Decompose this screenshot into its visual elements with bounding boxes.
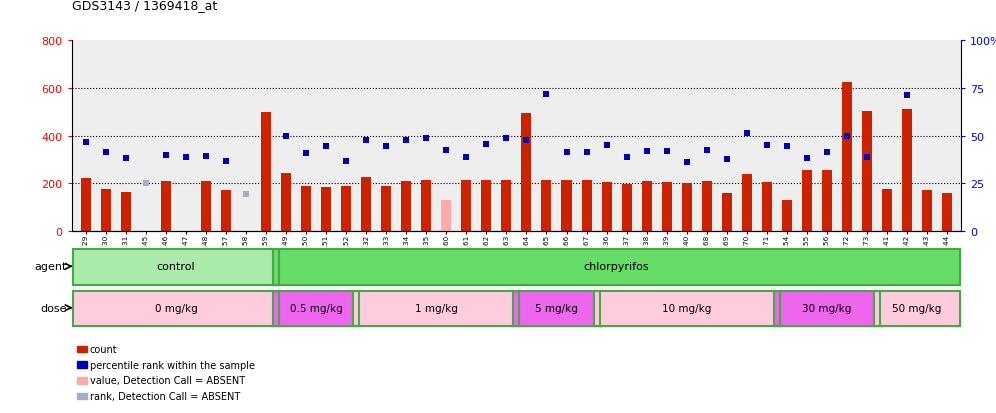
Text: chlorpyrifos: chlorpyrifos <box>584 262 649 272</box>
Bar <box>874 291 960 326</box>
Text: dose: dose <box>40 303 67 313</box>
Text: count: count <box>90 344 118 354</box>
Bar <box>273 291 360 326</box>
Bar <box>381 186 391 231</box>
Bar <box>81 179 91 231</box>
Bar <box>942 193 952 231</box>
Text: control: control <box>156 262 195 272</box>
Bar <box>782 200 792 231</box>
Text: 0.5 mg/kg: 0.5 mg/kg <box>290 303 343 313</box>
Bar <box>762 183 772 231</box>
Text: 10 mg/kg: 10 mg/kg <box>662 303 711 313</box>
Bar <box>842 83 852 231</box>
Bar <box>421 180 431 231</box>
Bar <box>622 185 631 231</box>
Bar <box>481 180 491 231</box>
Bar <box>121 192 130 231</box>
Bar <box>822 171 832 231</box>
Bar <box>513 291 600 326</box>
Bar <box>461 180 471 231</box>
Bar <box>321 188 331 231</box>
Bar <box>722 193 732 231</box>
Bar <box>73 291 279 326</box>
Text: GDS3143 / 1369418_at: GDS3143 / 1369418_at <box>72 0 217 12</box>
Bar <box>501 180 511 231</box>
Bar <box>273 291 360 326</box>
Text: agent: agent <box>34 262 67 272</box>
Bar <box>802 171 812 231</box>
Bar <box>301 186 311 231</box>
Bar <box>562 180 572 231</box>
Bar <box>774 291 880 326</box>
Bar <box>342 186 352 231</box>
Bar <box>602 183 612 231</box>
Text: 30 mg/kg: 30 mg/kg <box>802 303 852 313</box>
Text: 0 mg/kg: 0 mg/kg <box>154 303 197 313</box>
Bar <box>922 191 932 231</box>
Bar <box>513 291 600 326</box>
Text: 50 mg/kg: 50 mg/kg <box>892 303 942 313</box>
Bar <box>101 190 111 231</box>
Bar <box>73 291 279 326</box>
Bar <box>261 112 271 231</box>
Bar <box>441 200 451 231</box>
Text: rank, Detection Call = ABSENT: rank, Detection Call = ABSENT <box>90 391 240 401</box>
Bar <box>681 184 691 231</box>
Bar <box>73 250 279 285</box>
Bar <box>882 190 892 231</box>
Text: 1 mg/kg: 1 mg/kg <box>415 303 458 313</box>
Bar <box>702 181 712 231</box>
Bar <box>774 291 880 326</box>
Bar <box>661 183 671 231</box>
Bar <box>273 250 960 285</box>
Bar <box>874 291 960 326</box>
Bar <box>862 112 872 231</box>
Bar <box>401 181 411 231</box>
Text: percentile rank within the sample: percentile rank within the sample <box>90 360 255 370</box>
Bar <box>201 181 211 231</box>
Text: 5 mg/kg: 5 mg/kg <box>535 303 578 313</box>
Bar <box>594 291 780 326</box>
Bar <box>354 291 520 326</box>
Bar <box>73 250 279 285</box>
Bar <box>161 181 171 231</box>
Bar <box>273 250 960 285</box>
Bar <box>902 110 912 231</box>
Bar <box>354 291 520 326</box>
Bar <box>542 180 552 231</box>
Bar <box>221 191 231 231</box>
Bar <box>582 180 592 231</box>
Bar <box>742 174 752 231</box>
Bar <box>281 173 291 231</box>
Bar <box>522 114 532 231</box>
Bar <box>641 181 651 231</box>
Text: value, Detection Call = ABSENT: value, Detection Call = ABSENT <box>90 375 245 385</box>
Bar <box>362 178 372 231</box>
Bar <box>594 291 780 326</box>
